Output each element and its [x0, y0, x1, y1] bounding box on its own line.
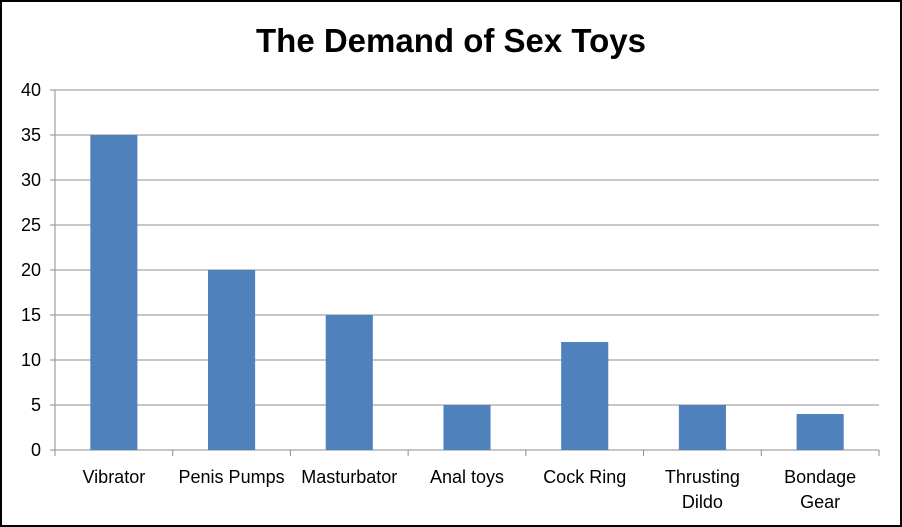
y-tick-label: 30	[21, 170, 41, 190]
bar	[208, 270, 256, 450]
x-category-label: Penis Pumps	[179, 467, 285, 487]
x-category-label: Vibrator	[83, 467, 146, 487]
bar	[678, 405, 726, 450]
x-category-label: Dildo	[682, 492, 723, 512]
y-tick-label: 0	[31, 440, 41, 460]
bar	[796, 414, 844, 450]
y-tick-label: 10	[21, 350, 41, 370]
y-tick-label: 20	[21, 260, 41, 280]
y-tick-label: 15	[21, 305, 41, 325]
y-tick-label: 5	[31, 395, 41, 415]
x-category-label: Thrusting	[665, 467, 740, 487]
x-category-label: Cock Ring	[543, 467, 626, 487]
x-category-label: Anal toys	[430, 467, 504, 487]
x-category-label: Bondage	[784, 467, 856, 487]
y-tick-label: 40	[21, 80, 41, 100]
bar	[443, 405, 491, 450]
y-tick-label: 25	[21, 215, 41, 235]
bar	[90, 135, 138, 450]
x-category-label: Gear	[800, 492, 840, 512]
bar	[561, 342, 609, 450]
x-category-label: Masturbator	[301, 467, 397, 487]
chart-title: The Demand of Sex Toys	[256, 22, 646, 59]
bar	[325, 315, 373, 450]
y-tick-label: 35	[21, 125, 41, 145]
